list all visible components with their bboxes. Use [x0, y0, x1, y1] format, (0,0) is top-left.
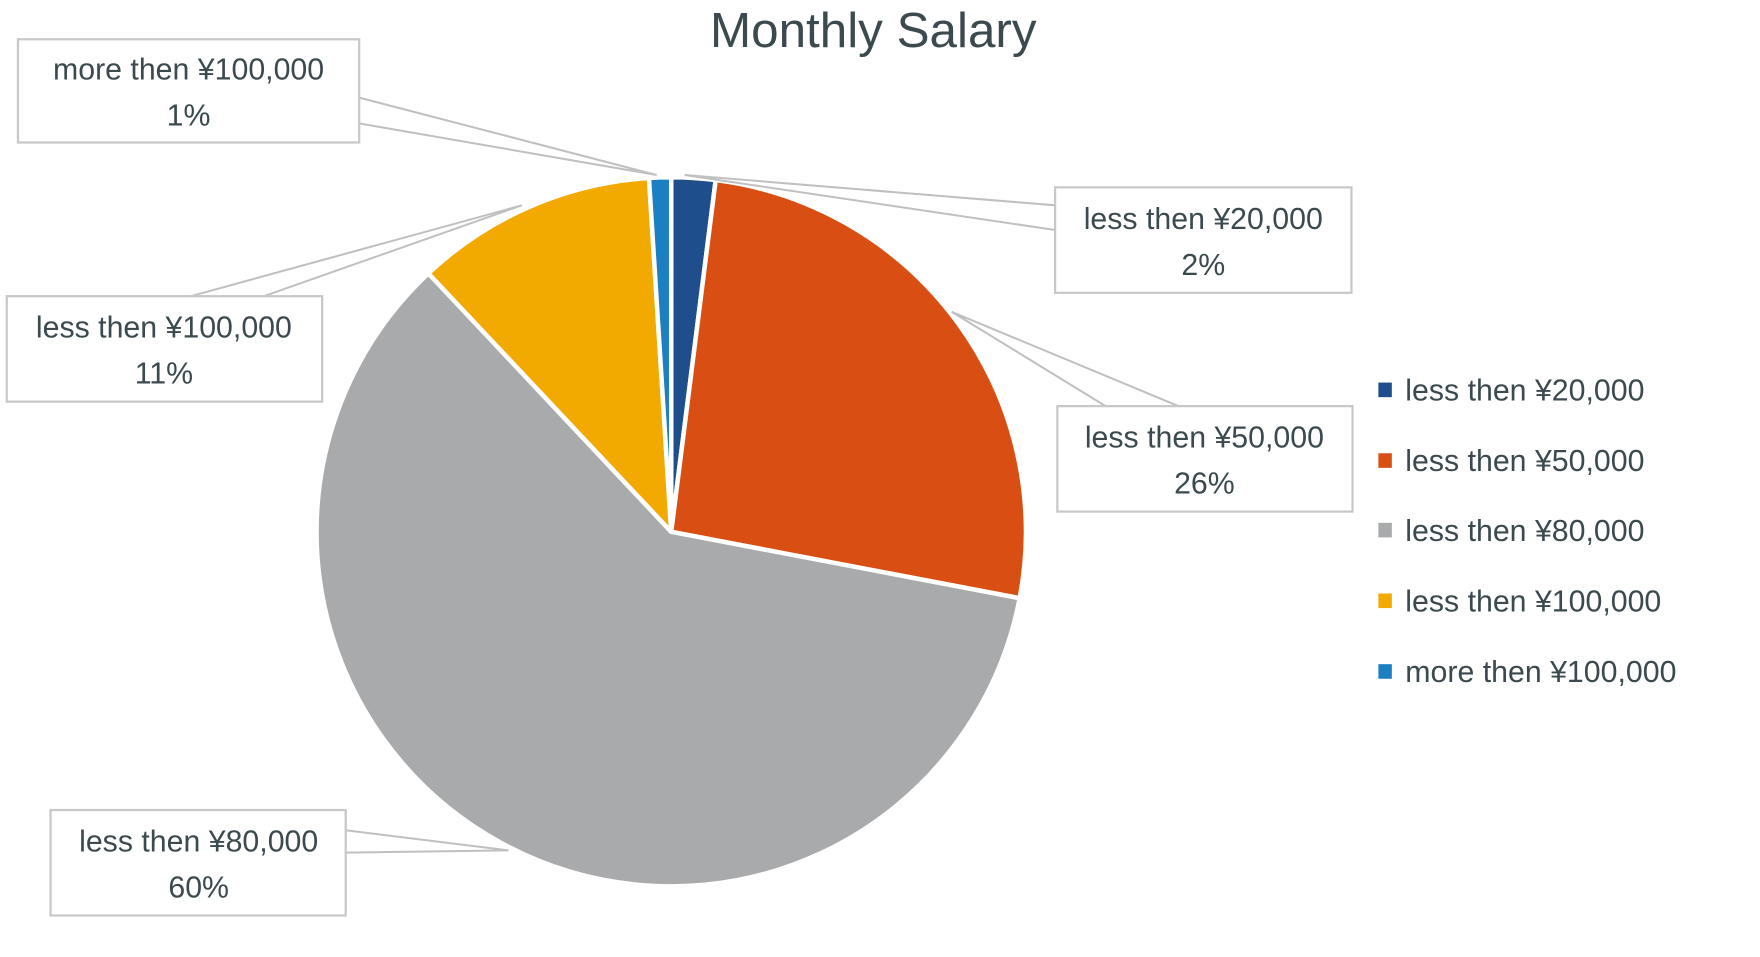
data-label-less-100000: less then ¥100,000 11%: [5, 295, 324, 403]
legend-swatch: [1378, 453, 1392, 468]
legend-item: less then ¥50,000: [1378, 445, 1644, 478]
data-label-percent: 11%: [135, 358, 193, 391]
legend-label: less then ¥80,000: [1405, 515, 1644, 548]
pie-slice-3: [314, 271, 1022, 889]
legend-label: less then ¥50,000: [1405, 445, 1644, 478]
chart-title: Monthly Salary: [710, 3, 1037, 58]
data-label-more-100000: more then ¥100,000 1%: [16, 38, 361, 144]
legend-label: less then ¥100,000: [1405, 585, 1661, 618]
data-label-category: more then ¥100,000: [53, 54, 324, 87]
legend-item: more then ¥100,000: [1378, 656, 1676, 689]
data-label-less-80000: less then ¥80,000 60%: [49, 808, 347, 917]
legend-item: less then ¥100,000: [1378, 585, 1661, 618]
data-label-percent: 2%: [1181, 249, 1225, 282]
leader-line-less-50000: [951, 310, 1179, 408]
pie-slice-2: [668, 177, 1029, 601]
data-label-percent: 60%: [168, 872, 229, 905]
leader-line-less-80000: [345, 829, 509, 854]
legend: less then ¥20,000 less then ¥50,000 less…: [1378, 375, 1676, 689]
leader-line-less-100000: [190, 204, 523, 298]
legend-item: less then ¥20,000: [1378, 375, 1644, 408]
data-label-percent: 1%: [167, 100, 211, 133]
legend-item: less then ¥80,000: [1378, 515, 1644, 548]
leader-line-less-20000: [684, 174, 1056, 231]
data-label-category: less then ¥50,000: [1085, 422, 1324, 455]
data-label-less-20000: less then ¥20,000 2%: [1053, 186, 1353, 294]
data-label-category: less then ¥20,000: [1084, 203, 1323, 236]
data-label-less-50000: less then ¥50,000 26%: [1056, 405, 1354, 513]
data-label-percent: 26%: [1174, 468, 1235, 501]
leader-lines: [190, 96, 1179, 854]
legend-label: more then ¥100,000: [1405, 656, 1676, 689]
legend-swatch: [1378, 593, 1392, 609]
legend-swatch: [1378, 382, 1392, 398]
pie-slice-4: [426, 175, 674, 535]
pie-slice-5: [646, 175, 674, 535]
data-label-category: less then ¥80,000: [79, 826, 318, 859]
pie-slices: [314, 175, 1029, 889]
data-label-category: less then ¥100,000: [36, 312, 292, 345]
legend-swatch: [1378, 522, 1392, 538]
leader-line-more-100000: [358, 96, 657, 177]
legend-swatch: [1378, 664, 1392, 679]
legend-label: less then ¥20,000: [1405, 375, 1644, 408]
